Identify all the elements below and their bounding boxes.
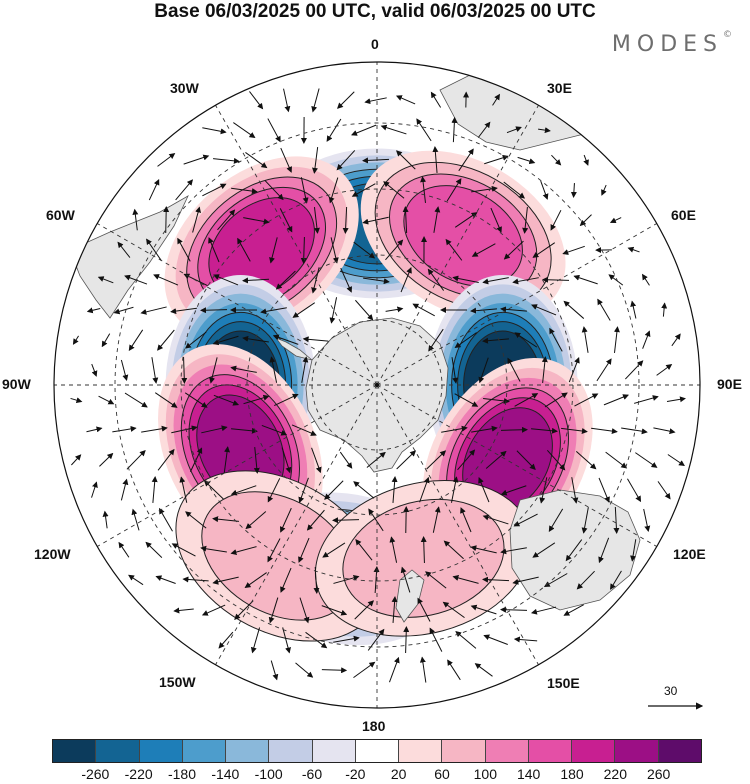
colorbar-segment: [529, 740, 572, 762]
colorbar-tick-label: 260: [647, 766, 670, 782]
colorbar-tick-label: 100: [474, 766, 497, 782]
colorbar-segment: [183, 740, 226, 762]
lon-label-30w: 30W: [170, 80, 199, 96]
colorbar-segment: [615, 740, 658, 762]
lon-label-180: 180: [362, 718, 385, 734]
colorbar-segment: [572, 740, 615, 762]
lon-label-150e: 150E: [547, 675, 580, 691]
colorbar-segment: [313, 740, 356, 762]
colorbar-segment: [53, 740, 96, 762]
wind-vector: [201, 310, 227, 311]
colorbar-segment: [269, 740, 312, 762]
colorbar-segment: [399, 740, 442, 762]
colorbar-tick-label: 60: [434, 766, 450, 782]
lon-label-120w: 120W: [34, 546, 71, 562]
lon-label-120e: 120E: [673, 546, 706, 562]
lon-label-60e: 60E: [671, 207, 696, 223]
colorbar-tick-label: -140: [211, 766, 239, 782]
lon-label-30e: 30E: [547, 80, 572, 96]
colorbar-tick-label: 140: [517, 766, 540, 782]
colorbar: [52, 739, 702, 763]
colorbar-tick-label: -260: [81, 766, 109, 782]
polar-map: [0, 0, 750, 735]
lon-label-90e: 90E: [717, 376, 742, 392]
colorbar-segment: [96, 740, 139, 762]
colorbar-tick-label: -20: [345, 766, 365, 782]
colorbar-segment: [226, 740, 269, 762]
colorbar-segment: [659, 740, 701, 762]
colorbar-tick-label: 180: [560, 766, 583, 782]
colorbar-ticks: -260 -220 -180 -140 -100 -60 -20 20 60 100 140 180 2…: [0, 766, 750, 784]
colorbar-segment: [356, 740, 399, 762]
colorbar-tick-label: -180: [168, 766, 196, 782]
lon-label-0: 0: [371, 36, 379, 52]
colorbar-tick-label: -100: [255, 766, 283, 782]
lon-label-90w: 90W: [2, 376, 31, 392]
wind-vector: [166, 207, 167, 233]
colorbar-segment: [140, 740, 183, 762]
south-pole-marker: [375, 383, 379, 387]
colorbar-tick-label: -220: [125, 766, 153, 782]
lon-label-60w: 60W: [46, 207, 75, 223]
colorbar-tick-label: 220: [604, 766, 627, 782]
lon-label-150w: 150W: [159, 674, 196, 690]
colorbar-tick-label: 20: [391, 766, 407, 782]
colorbar-segment: [442, 740, 485, 762]
colorbar-segment: [486, 740, 529, 762]
reference-vector-label: 30: [664, 684, 677, 698]
colorbar-tick-label: -60: [302, 766, 322, 782]
